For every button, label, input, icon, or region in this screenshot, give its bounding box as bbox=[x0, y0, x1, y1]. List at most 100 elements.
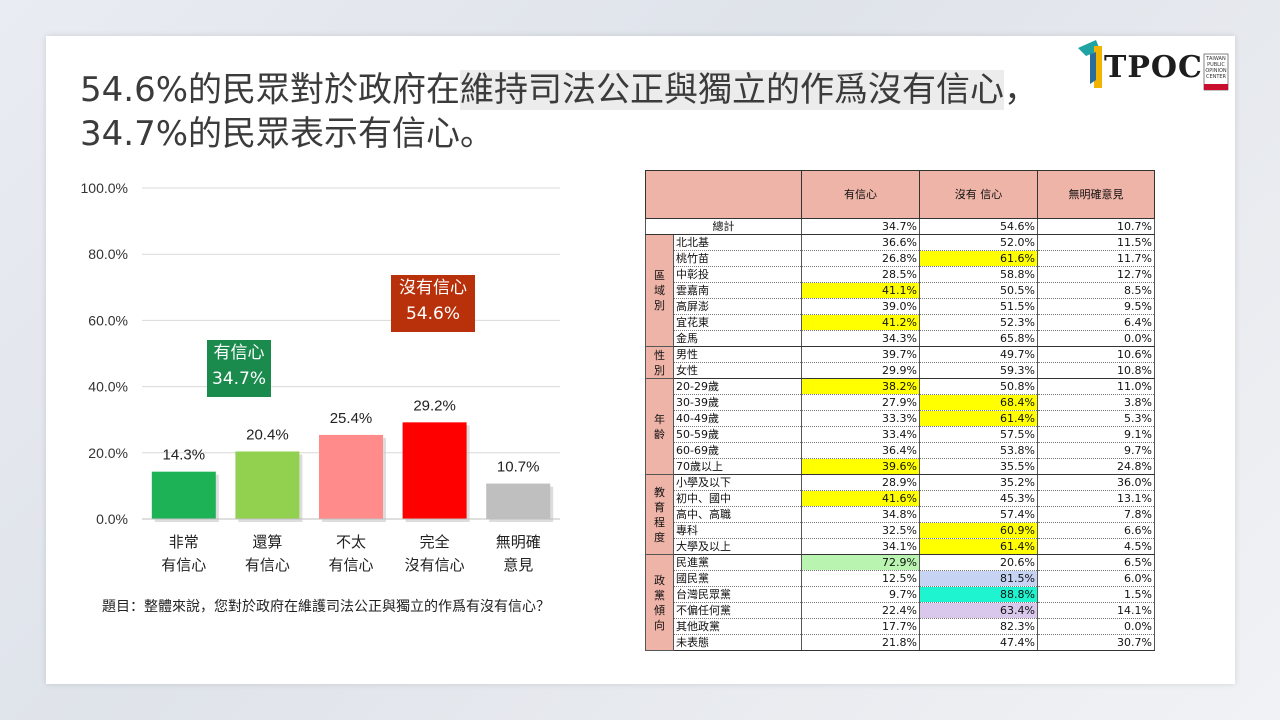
cell-value: 50.5% bbox=[919, 282, 1038, 299]
y-tick-label: 20.0% bbox=[88, 445, 128, 461]
cell-value: 61.4% bbox=[919, 410, 1038, 427]
cell-value: 72.9% bbox=[801, 554, 920, 571]
bar bbox=[151, 471, 216, 519]
cell-value: 47.4% bbox=[919, 634, 1038, 651]
table-row: 性 別男性 39.7% 49.7% 10.6% bbox=[645, 346, 1155, 379]
x-tick-label: 有信心 bbox=[161, 556, 206, 574]
cell-value: 34.1% bbox=[801, 538, 920, 555]
row-label: 女性 bbox=[673, 362, 802, 379]
cell-value: 6.5% bbox=[1037, 554, 1155, 571]
group-label: 政 黨 傾 向 bbox=[645, 554, 674, 651]
bar bbox=[402, 422, 467, 519]
cell-value: 6.0% bbox=[1037, 570, 1155, 587]
row-label: 男性 bbox=[673, 346, 802, 363]
cell-value: 53.8% bbox=[919, 442, 1038, 459]
row-label: 初中、國中 bbox=[673, 490, 802, 507]
cell-value: 8.5% bbox=[1037, 282, 1155, 299]
cell-value: 58.8% bbox=[919, 266, 1038, 283]
cell-value: 49.7% bbox=[919, 346, 1038, 363]
callout-confident-label: 有信心 bbox=[213, 343, 265, 363]
cell-value: 35.5% bbox=[919, 458, 1038, 475]
table-row: 宜花東 41.2% 52.3% 6.4% bbox=[646, 314, 1155, 331]
cell-value: 20.6% bbox=[919, 554, 1038, 571]
cell-value: 57.5% bbox=[919, 426, 1038, 443]
row-label: 專科 bbox=[673, 522, 802, 539]
callout-confident: 有信心 34.7% bbox=[207, 340, 271, 397]
row-label: 高中、高職 bbox=[673, 506, 802, 523]
cell-value: 38.2% bbox=[801, 378, 920, 395]
table-row: 高中、高職 34.8% 57.4% 7.8% bbox=[646, 506, 1155, 523]
x-tick-label: 不太 bbox=[336, 533, 366, 551]
table-corner bbox=[645, 170, 802, 219]
cell-value: 39.6% bbox=[801, 458, 920, 475]
data-label: 10.7% bbox=[497, 459, 540, 476]
table-row: 50-59歲 33.4% 57.5% 9.1% bbox=[646, 426, 1155, 443]
group-label: 年 齡 bbox=[645, 378, 674, 475]
table-row: 大學及以上 34.1% 61.4% 4.5% bbox=[646, 538, 1155, 555]
row-label: 50-59歲 bbox=[673, 426, 802, 443]
table-header-no-opinion: 無明確意見 bbox=[1037, 170, 1155, 219]
y-tick-label: 40.0% bbox=[88, 379, 128, 395]
cell-value: 33.3% bbox=[801, 410, 920, 427]
cell-value: 9.7% bbox=[1037, 442, 1155, 459]
x-tick-label: 有信心 bbox=[245, 556, 290, 574]
data-label: 29.2% bbox=[413, 397, 456, 414]
row-label: 其他政黨 bbox=[673, 618, 802, 635]
table-row: 高屏澎 39.0% 51.5% 9.5% bbox=[646, 298, 1155, 315]
table-row: 中彰投 28.5% 58.8% 12.7% bbox=[646, 266, 1155, 283]
cell-value: 30.7% bbox=[1037, 634, 1155, 651]
table-row: 教 育 程 度小學及以下 28.9% 35.2% 36.0% bbox=[645, 474, 1155, 555]
row-label: 國民黨 bbox=[673, 570, 802, 587]
cell-value: 36.4% bbox=[801, 442, 920, 459]
y-tick-label: 80.0% bbox=[88, 246, 128, 262]
cell-value: 22.4% bbox=[801, 602, 920, 619]
cell-value: 36.6% bbox=[801, 234, 920, 251]
cell-value: 32.5% bbox=[801, 522, 920, 539]
table-row: 專科 32.5% 60.9% 6.6% bbox=[646, 522, 1155, 539]
title-line1-a: 54.6%的民眾對於政府在 bbox=[80, 70, 461, 110]
table-row: 台灣民眾黨 9.7% 88.8% 1.5% bbox=[646, 586, 1155, 603]
cell-value: 17.7% bbox=[801, 618, 920, 635]
cell-value: 51.5% bbox=[919, 298, 1038, 315]
cell-value: 13.1% bbox=[1037, 490, 1155, 507]
cell-value: 28.5% bbox=[801, 266, 920, 283]
cell-value: 41.1% bbox=[801, 282, 920, 299]
bar bbox=[319, 434, 383, 519]
cell-value: 26.8% bbox=[801, 250, 920, 267]
title-line2: 34.7%的民眾表示有信心。 bbox=[80, 114, 495, 154]
table-row: 雲嘉南 41.1% 50.5% 8.5% bbox=[646, 282, 1155, 299]
table-header-not-confident: 沒有 信心 bbox=[919, 170, 1038, 219]
cell-value: 9.5% bbox=[1037, 298, 1155, 315]
x-tick-label: 有信心 bbox=[328, 556, 373, 574]
logo-text: TPOC bbox=[1104, 50, 1203, 85]
row-label: 北北基 bbox=[673, 234, 802, 251]
row-label: 30-39歲 bbox=[673, 394, 802, 411]
cell-value: 61.6% bbox=[919, 250, 1038, 267]
logo-badge-red bbox=[1204, 84, 1228, 90]
cell-value: 34.7% bbox=[801, 218, 920, 235]
row-label: 台灣民眾黨 bbox=[673, 586, 802, 603]
row-label: 不偏任何黨 bbox=[673, 602, 802, 619]
cell-value: 34.3% bbox=[801, 330, 920, 347]
cell-value: 5.3% bbox=[1037, 410, 1155, 427]
table-header-row: 有信心 沒有 信心 無明確意見 bbox=[645, 170, 1155, 219]
table-row: 桃竹苗 26.8% 61.6% 11.7% bbox=[646, 250, 1155, 267]
cell-value: 4.5% bbox=[1037, 538, 1155, 555]
table-row: 金馬 34.3% 65.8% 0.0% bbox=[646, 330, 1155, 347]
bar bbox=[235, 451, 300, 519]
row-label: 金馬 bbox=[673, 330, 802, 347]
cell-value: 7.8% bbox=[1037, 506, 1155, 523]
cell-value: 65.8% bbox=[919, 330, 1038, 347]
table-row: 不偏任何黨 22.4% 63.4% 14.1% bbox=[646, 602, 1155, 619]
row-label: 桃竹苗 bbox=[673, 250, 802, 267]
table-row: 40-49歲 33.3% 61.4% 5.3% bbox=[646, 410, 1155, 427]
row-label: 70歲以上 bbox=[673, 458, 802, 475]
cell-value: 1.5% bbox=[1037, 586, 1155, 603]
row-label: 中彰投 bbox=[673, 266, 802, 283]
cell-value: 11.5% bbox=[1037, 234, 1155, 251]
cell-value: 88.8% bbox=[919, 586, 1038, 603]
data-label: 14.3% bbox=[163, 447, 206, 464]
table-row: 未表態 21.8% 47.4% 30.7% bbox=[646, 634, 1155, 651]
table-row: 60-69歲 36.4% 53.8% 9.7% bbox=[646, 442, 1155, 459]
y-tick-label: 100.0% bbox=[81, 180, 128, 196]
